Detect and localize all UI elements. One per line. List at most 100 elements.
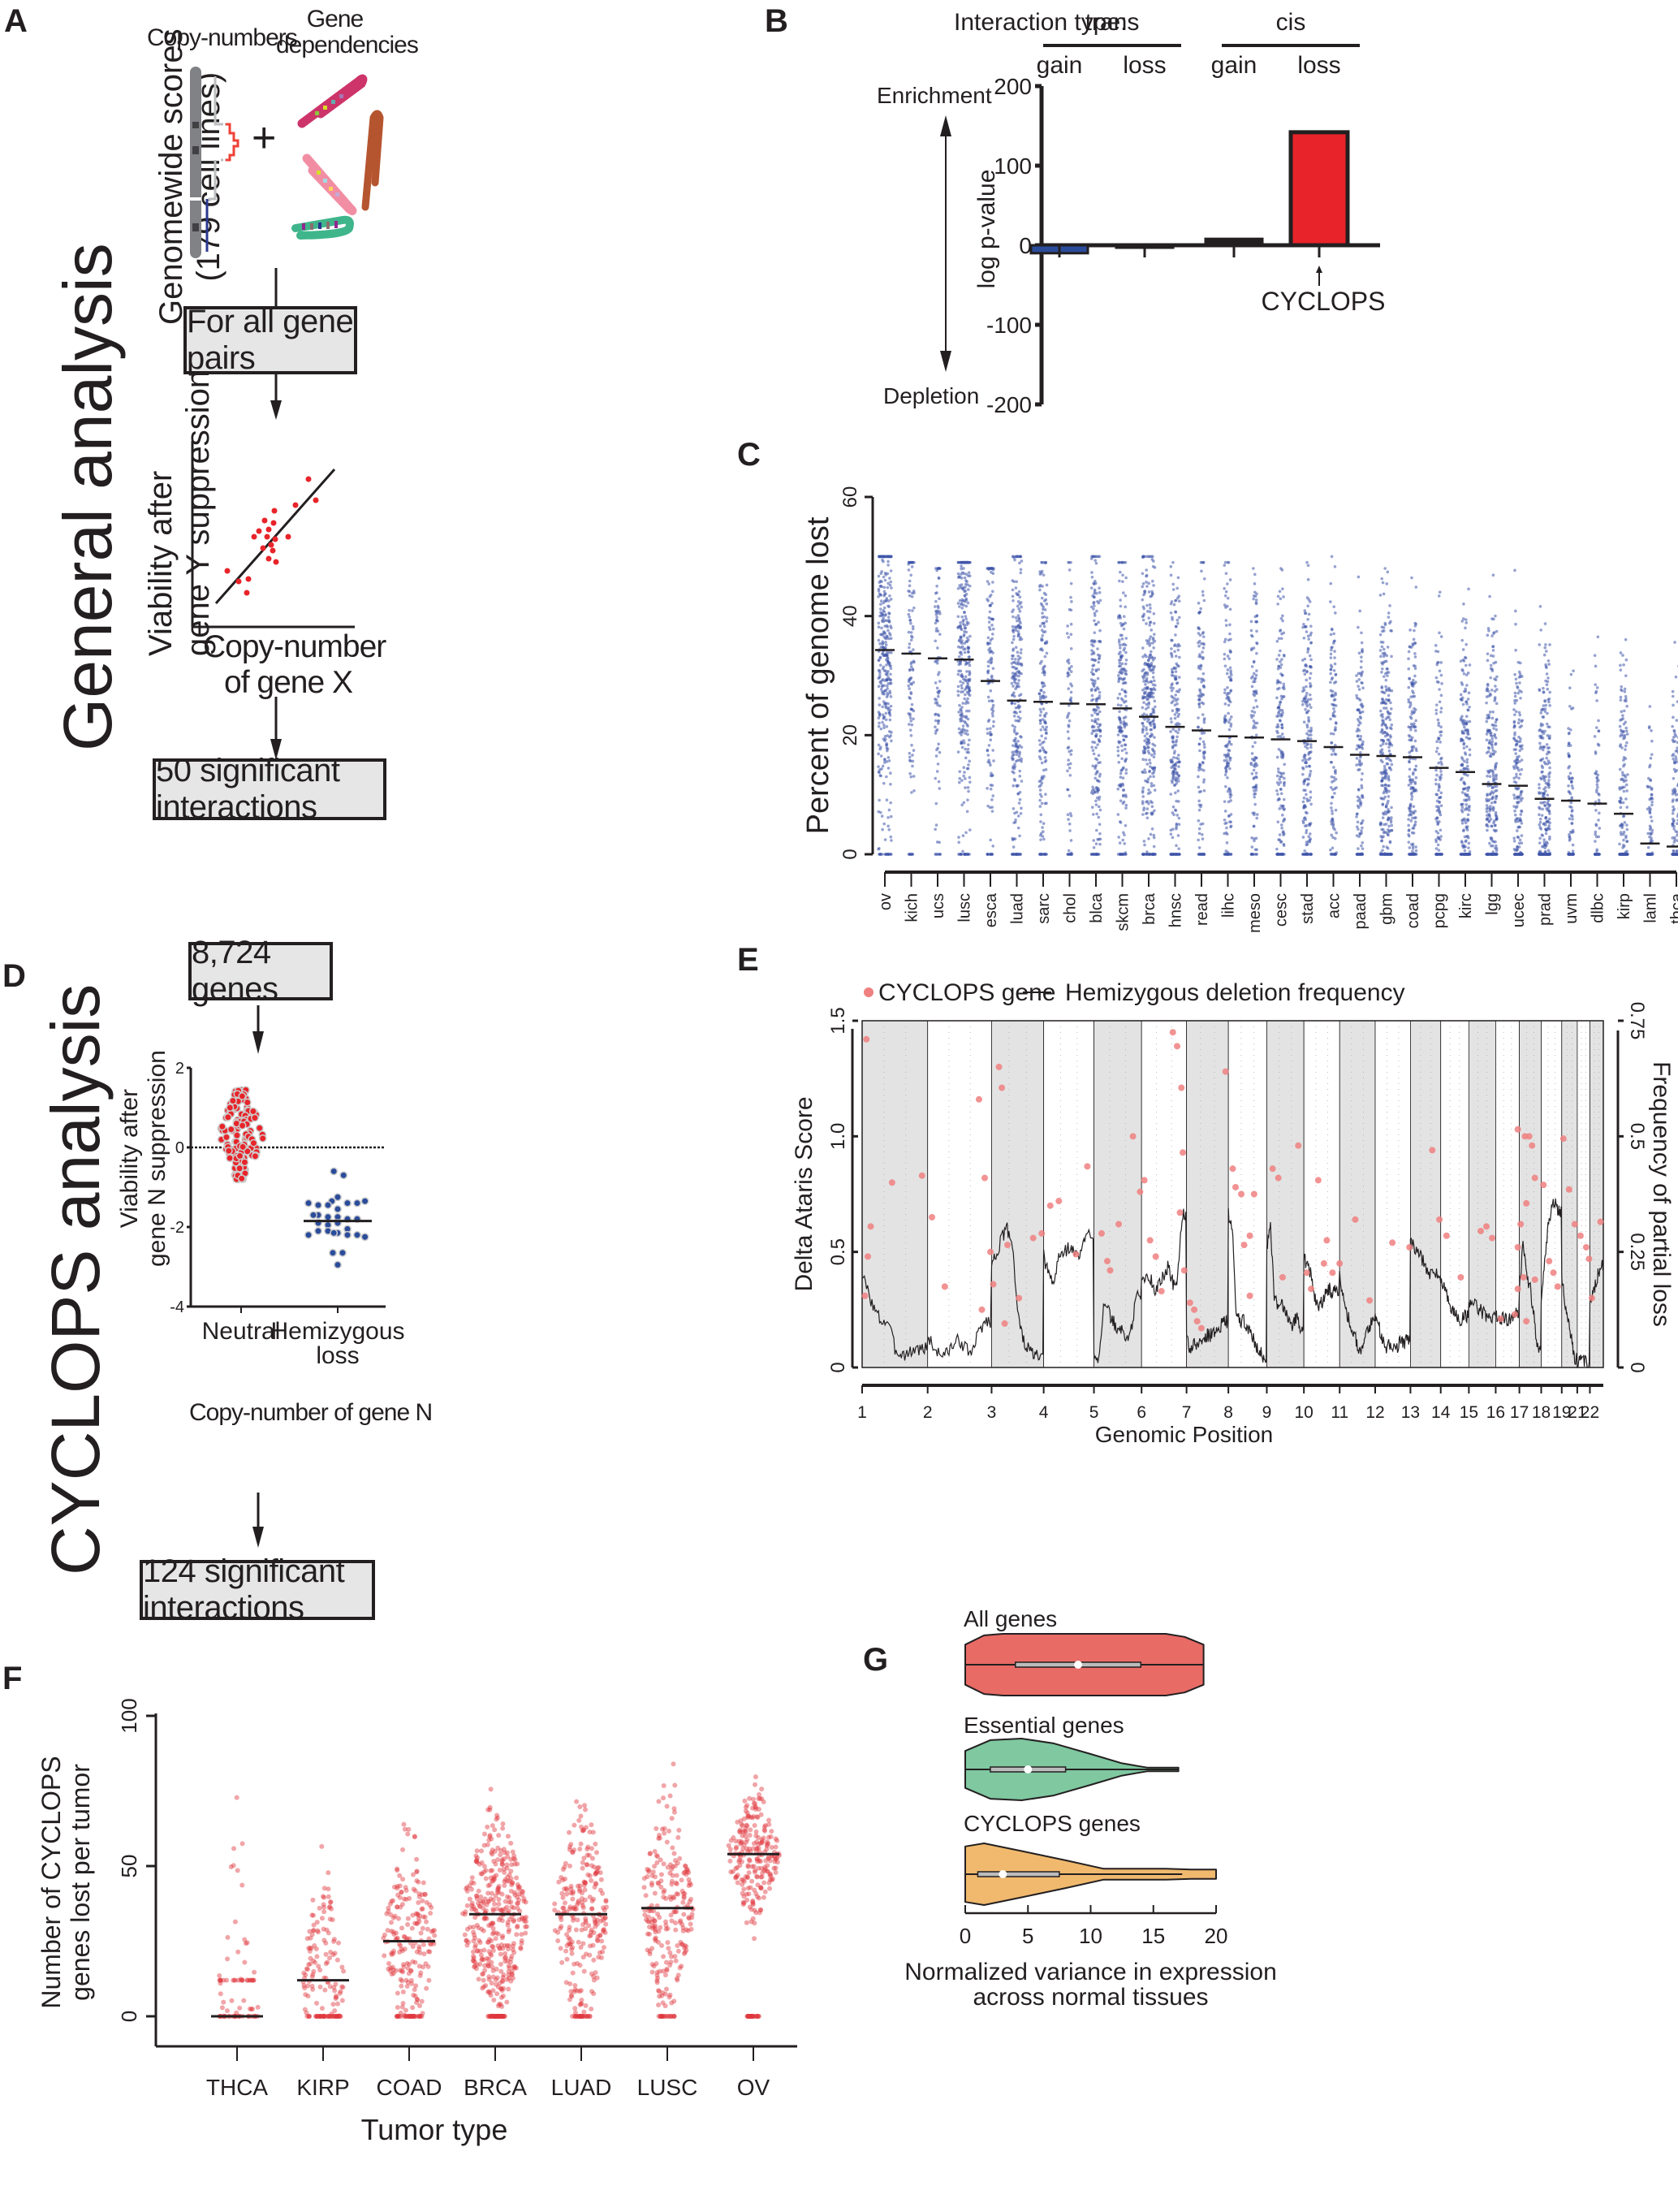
chart-c-point [1254,775,1257,779]
chart-c-point [1228,607,1232,611]
chart-c-point [910,682,913,686]
chart-c-point [1124,806,1128,810]
chart-c-point [1357,625,1360,629]
chart-c-point [1357,768,1360,771]
chart-c-point [1250,771,1254,775]
flow-box-all-gene-pairs: For all gene pairs [183,304,357,376]
chart-c-point [887,710,891,713]
chart-c-point [991,581,994,584]
chart-c-point [1383,623,1387,627]
chart-c-point [909,634,913,638]
chart-c-point [1095,705,1099,709]
chart-c-point [1229,650,1232,654]
chart-c-point [1098,598,1102,603]
chart-c-point [1094,842,1098,845]
chart-c-point [885,741,888,745]
chart-c-point [1094,799,1098,803]
chart-c-point [1090,555,1094,559]
chart-c-point [1120,744,1124,748]
chart-c-point [1281,813,1284,817]
chart-c-point [1383,783,1387,787]
chart-c-point [1334,673,1338,676]
chart-c-point [1463,819,1467,823]
chart-d-point [223,1112,232,1121]
chart-c-point [968,738,971,742]
chart-c-point [1043,713,1046,717]
chart-c-point [1016,629,1020,633]
chart-c-point [1173,713,1177,716]
chart-c-point [1282,694,1286,698]
chart-c-point [1169,573,1173,577]
chart-c-xtick-label: lihc [1220,893,1238,918]
chart-c-point [1012,853,1015,856]
chart-c-point [1437,783,1441,786]
chart-c-xtick-label: sarc [1035,893,1053,924]
chart-c-point [1202,720,1206,724]
chart-c-point [1412,805,1416,808]
chart-c-point [1361,747,1365,750]
chart-c-xtick-label: luad [1009,893,1027,924]
chart-c-point [910,708,914,711]
chart-c-point [1306,617,1309,621]
chart-d-point [232,1131,241,1140]
chart-c-point [1468,719,1472,724]
chart-c-point [966,747,970,751]
chart-c-point [1020,559,1024,563]
chart-c-point [1223,853,1227,856]
chart-c-point [967,743,970,746]
chart-c-point [1124,672,1128,676]
chart-c-point [934,610,938,614]
chart-c-point [1093,555,1096,559]
chart-c-point [1147,616,1150,620]
chart-c-point [1017,706,1020,710]
chart-c-point [1409,813,1413,817]
chart-c-point [1016,619,1019,623]
chart-c-point [1493,689,1497,693]
chart-c-point [1226,789,1230,793]
chart-c-point [1118,820,1122,823]
chart-c-point [1279,663,1283,667]
chart-d-point [329,1248,337,1257]
chart-c-point [1176,800,1180,803]
chart-c-point [1011,758,1015,762]
chart-c-point [1174,670,1178,673]
chart-c-point [884,613,887,616]
chart-d-point [228,1096,237,1105]
chart-c-point [1460,620,1464,623]
chart-c-point [1255,614,1259,617]
chart-c-point [1331,788,1335,792]
chart-c-point [1015,753,1019,757]
chart-c-point [1177,774,1180,777]
chart-c-point [938,787,942,790]
chart-c-point [964,582,968,586]
chart-c-point [936,763,940,766]
chart-c-point [1017,616,1021,620]
chart-c-point [1306,698,1310,702]
chart-c-point [1460,840,1464,845]
chart-c-point [1253,839,1256,843]
chart-c-point [1016,814,1020,818]
chart-c-point [1355,674,1358,677]
chart-c-point [1301,625,1305,629]
chart-c-point [1148,603,1152,607]
chart-c-point [1040,801,1044,806]
chart-c-point [1197,627,1201,630]
chart-c-point [1148,758,1151,762]
chart-c-point [1223,652,1227,656]
chart-c-point [1142,607,1145,611]
chart-c-point [1462,768,1465,771]
chart-c-point [935,770,939,773]
plus-sign: + [252,114,277,162]
chart-c-point [1141,646,1145,650]
chart-c-point [968,584,972,588]
chart-c-point [1489,818,1493,821]
chart-c-point [960,564,963,568]
chart-c-point [1116,750,1120,753]
chart-c-point [1460,819,1464,823]
chart-c-point [1309,728,1313,732]
flow-arrow-4 [252,1005,264,1054]
chart-c-point [1018,790,1022,794]
chart-c-xtick-label: lgg [1484,893,1502,915]
chart-c-point [1278,629,1282,633]
